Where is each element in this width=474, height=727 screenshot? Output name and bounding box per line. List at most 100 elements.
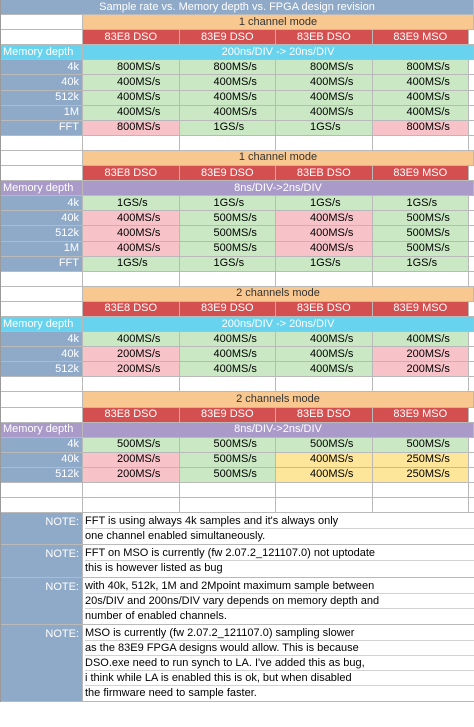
sample-rate-cell: 1GS/s xyxy=(179,256,276,271)
sample-rate-cell: 250MS/s xyxy=(372,452,469,467)
sample-rate-cell: 1GS/s xyxy=(372,256,469,271)
blank-cell xyxy=(1,301,83,316)
model-header: 83E9 DSO xyxy=(179,30,276,45)
note-line: i think while LA is enabled this is ok, … xyxy=(85,671,474,687)
blank-cell xyxy=(1,150,83,166)
note-line: FFT on MSO is currently (fw 2.07.2_12110… xyxy=(85,546,474,562)
sample-rate-cell: 400MS/s xyxy=(276,452,373,467)
blank-cell xyxy=(180,498,276,513)
table-row: 40k 200MS/s 500MS/s 400MS/s 250MS/s xyxy=(1,452,474,468)
table-row: 40k 400MS/s 500MS/s 400MS/s 500MS/s xyxy=(1,211,474,227)
timebase-row: Memory depth 200ns/DIV -> 20ns/DIV xyxy=(1,316,474,333)
note-row: NOTE: MSO is currently (fw 2.07.2_121107.… xyxy=(1,624,474,703)
timebase-label: 200ns/DIV -> 20ns/DIV xyxy=(83,316,474,332)
note-line: as the 83E9 FPGA designs would allow. Th… xyxy=(85,641,474,657)
note-text: MSO is currently (fw 2.07.2_121107.0) sa… xyxy=(83,625,474,701)
blank-cell xyxy=(276,483,373,498)
row-label: 1M xyxy=(1,241,83,256)
sample-rate-cell: 400MS/s xyxy=(179,90,276,105)
table-row: 512k 200MS/s 400MS/s 400MS/s 200MS/s xyxy=(1,362,474,378)
sample-rate-cell: 400MS/s xyxy=(179,362,276,377)
note-label: NOTE: xyxy=(1,577,83,624)
row-label: FFT xyxy=(1,256,83,271)
blank-cell xyxy=(1,286,83,301)
sample-rate-cell: 400MS/s xyxy=(83,211,180,226)
row-label: 4k xyxy=(1,196,83,211)
sample-rate-cell: 500MS/s xyxy=(179,437,276,452)
sample-rate-cell: 400MS/s xyxy=(276,211,373,226)
sample-rate-cell: 400MS/s xyxy=(372,105,469,120)
model-header: 83E8 DSO xyxy=(83,407,180,422)
row-label: 1M xyxy=(1,105,83,120)
sample-rate-cell: 1GS/s xyxy=(276,256,373,271)
table-row: 4k 500MS/s 500MS/s 500MS/s 500MS/s xyxy=(1,437,474,453)
model-header: 83E9 MSO xyxy=(372,301,469,316)
sample-rate-cell: 500MS/s xyxy=(179,241,276,256)
mode-label: 1 channel mode xyxy=(83,15,474,30)
memory-depth-label: Memory depth xyxy=(1,45,83,60)
blank-cell xyxy=(276,271,373,286)
row-label: 40k xyxy=(1,75,83,90)
timebase-row: Memory depth 8ns/DIV->2ns/DIV xyxy=(1,422,474,438)
note-text: with 40k, 512k, 1M and 2Mpoint maximum s… xyxy=(83,578,474,624)
table-row: 512k 400MS/s 400MS/s 400MS/s 400MS/s xyxy=(1,90,474,106)
sample-rate-cell: 400MS/s xyxy=(276,467,373,482)
model-header: 83E9 MSO xyxy=(372,166,469,181)
row-label: 4k xyxy=(1,332,83,347)
memory-depth-label: Memory depth xyxy=(1,422,83,437)
sample-rate-cell: 200MS/s xyxy=(83,362,180,377)
blank-cell xyxy=(373,271,469,286)
blank-cell xyxy=(83,377,180,392)
sheet-title: Sample rate vs. Memory depth vs. FPGA de… xyxy=(1,0,474,15)
model-header: 83EB DSO xyxy=(276,301,373,316)
sample-rate-cell: 500MS/s xyxy=(372,241,469,256)
sample-rate-cell: 500MS/s xyxy=(179,452,276,467)
note-line: 20s/DIV and 200ns/DIV vary depends on me… xyxy=(85,594,474,609)
row-label: 512k xyxy=(1,90,83,105)
blank-row xyxy=(1,498,474,514)
blank-cell xyxy=(83,498,180,513)
note-line: number of enabled channels. xyxy=(85,609,227,622)
blank-cell xyxy=(276,135,373,150)
timebase-label: 200ns/DIV -> 20ns/DIV xyxy=(83,45,474,60)
sample-rate-cell: 400MS/s xyxy=(179,75,276,90)
sample-rate-cell: 1GS/s xyxy=(276,120,373,135)
sample-rate-cell: 500MS/s xyxy=(372,211,469,226)
blank-cell xyxy=(83,135,180,150)
blank-cell xyxy=(180,377,276,392)
timebase-label: 8ns/DIV->2ns/DIV xyxy=(83,422,474,437)
model-header: 83E9 MSO xyxy=(372,407,469,422)
blank-cell xyxy=(373,498,469,513)
table-row: 40k 400MS/s 400MS/s 400MS/s 400MS/s xyxy=(1,75,474,91)
blank-cell xyxy=(1,30,83,45)
sample-rate-cell: 400MS/s xyxy=(83,241,180,256)
blank-row xyxy=(1,483,474,499)
model-header: 83E9 DSO xyxy=(179,166,276,181)
note-text: FFT on MSO is currently (fw 2.07.2_12110… xyxy=(83,545,474,576)
sample-rate-cell: 400MS/s xyxy=(276,347,373,362)
model-header: 83EB DSO xyxy=(276,407,373,422)
sample-rate-cell: 200MS/s xyxy=(83,347,180,362)
sample-rate-cell: 400MS/s xyxy=(276,332,373,347)
spreadsheet: Sample rate vs. Memory depth vs. FPGA de… xyxy=(0,0,474,703)
note-row: NOTE: FFT is using always 4k samples and … xyxy=(1,513,474,546)
model-header-row: 83E8 DSO 83E9 DSO 83EB DSO 83E9 MSO xyxy=(1,30,474,46)
sample-rate-cell: 400MS/s xyxy=(83,332,180,347)
table-row: 1M 400MS/s 500MS/s 400MS/s 500MS/s xyxy=(1,241,474,257)
blank-cell xyxy=(1,271,83,286)
blank-cell xyxy=(1,135,83,150)
blank-cell xyxy=(373,483,469,498)
table-row: FFT 1GS/s 1GS/s 1GS/s 1GS/s xyxy=(1,256,474,272)
blank-cell xyxy=(83,483,180,498)
row-label: FFT xyxy=(1,120,83,135)
blank-cell xyxy=(180,135,276,150)
note-line: FFT is using always 4k samples and it's … xyxy=(85,514,474,530)
sample-rate-cell: 400MS/s xyxy=(83,90,180,105)
note-line: MSO is currently (fw 2.07.2_121107.0) sa… xyxy=(85,626,474,641)
model-header: 83E8 DSO xyxy=(83,301,180,316)
sample-rate-cell: 500MS/s xyxy=(372,437,469,452)
sample-rate-cell: 400MS/s xyxy=(276,362,373,377)
row-label: 512k xyxy=(1,467,83,482)
sample-rate-cell: 400MS/s xyxy=(83,75,180,90)
sample-rate-cell: 400MS/s xyxy=(276,241,373,256)
